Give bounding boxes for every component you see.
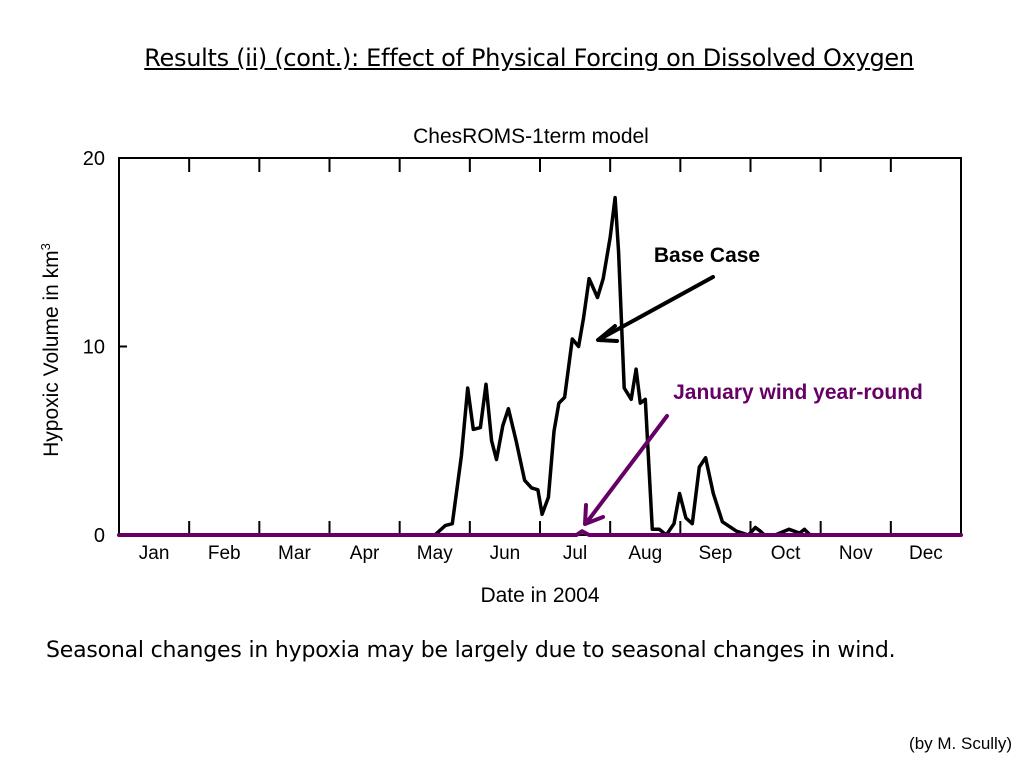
x-tick-label: Oct <box>771 543 801 564</box>
arrow-january-wind <box>585 414 669 524</box>
x-tick-label: Jun <box>490 543 521 564</box>
chart-title: ChesROMS-1term model <box>413 125 649 148</box>
series-line-january-wind <box>117 529 963 537</box>
author-credit: (by M. Scully) <box>909 734 1012 753</box>
x-axis-label: Date in 2004 <box>480 584 599 607</box>
plot-area: 0 10 20 Jan Feb Mar Apr May Jun Jul Aug Sep Oct Nov De… <box>83 148 963 564</box>
x-tick-label: Nov <box>839 543 873 564</box>
y-axis-label: Hypoxic Volume in km3 <box>38 243 63 457</box>
x-tick-label: Aug <box>628 543 662 564</box>
slide-title: Results (ii) (cont.): Effect of Physical… <box>144 44 914 72</box>
x-tick-label: Dec <box>909 543 943 564</box>
y-tick-label: 20 <box>83 148 105 170</box>
x-tick-label: Feb <box>208 543 241 564</box>
y-tick-label: 0 <box>94 525 105 547</box>
x-tick-label: Jan <box>139 543 170 564</box>
hypoxic-volume-chart: ChesROMS-1term model Date in 2004 Hypoxi… <box>38 125 963 607</box>
slide-caption: Seasonal changes in hypoxia may be large… <box>46 638 896 663</box>
x-tick-label: May <box>417 543 453 564</box>
y-axis-label-text: Hypoxic Volume in km <box>40 250 63 457</box>
arrow-head-base-case <box>596 324 619 343</box>
annotation-january-wind: January wind year-round <box>673 381 923 404</box>
x-tick-label: Apr <box>350 543 380 564</box>
arrow-base-case <box>598 275 715 341</box>
x-tick-label: Jul <box>563 543 587 564</box>
y-tick-label: 10 <box>83 337 105 359</box>
annotation-base-case: Base Case <box>654 244 760 267</box>
y-axis-label-superscript: 3 <box>38 243 53 250</box>
arrow-head-january-wind <box>583 503 605 526</box>
x-tick-label: Sep <box>699 543 733 564</box>
x-tick-label: Mar <box>278 543 311 564</box>
series-line-base-case <box>117 195 963 537</box>
plot-frame <box>118 157 962 536</box>
